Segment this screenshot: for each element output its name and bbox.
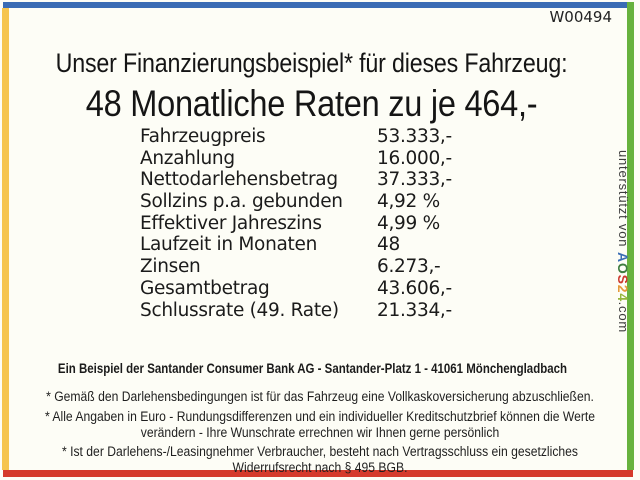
- table-row-label: Anzahlung: [140, 147, 235, 169]
- table-row: Nettodarlehensbetrag 37.333,-: [140, 169, 452, 191]
- reference-code: W00494: [549, 8, 612, 26]
- table-row-label: Fahrzeugpreis: [140, 126, 266, 147]
- footnote: * Alle Angaben in Euro - Rundungsdiffere…: [44, 408, 596, 440]
- table-row-value: 37.333,-: [377, 169, 452, 191]
- table-row: Laufzeit in Monaten 48: [140, 234, 452, 256]
- title-block: Unser Finanzierungsbeispiel* für dieses …: [0, 48, 624, 131]
- logo-letter: A: [615, 251, 631, 263]
- table-row-label: Gesamtbetrag: [140, 277, 270, 299]
- table-row-value: 6.273,-: [377, 256, 441, 278]
- table-row-value: 48: [377, 234, 400, 256]
- finance-table: Fahrzeugpreis 53.333,- Anzahlung 16.000,- Ne…: [140, 126, 452, 321]
- table-row-value: 16.000,-: [377, 147, 452, 169]
- table-row: Schlussrate (49. Rate) 21.334,-: [140, 300, 452, 322]
- table-row-value: 43.606,-: [377, 277, 452, 299]
- table-row-label: Laufzeit in Monaten: [140, 234, 317, 256]
- page-title: Unser Finanzierungsbeispiel* für dieses …: [56, 48, 568, 78]
- table-row-label: Sollzins p.a. gebunden: [140, 191, 343, 213]
- logo-letter: O: [615, 262, 631, 275]
- frame-top-bar: [3, 2, 633, 8]
- frame-right-bar: [627, 2, 634, 470]
- table-row: Effektiver Jahreszins 4,99 %: [140, 213, 452, 235]
- table-row: Sollzins p.a. gebunden 4,92 %: [140, 191, 452, 213]
- table-row: Fahrzeugpreis 53.333,-: [140, 126, 452, 148]
- table-row: Anzahlung 16.000,-: [140, 148, 452, 170]
- table-row: Gesamtbetrag 43.606,-: [140, 278, 452, 300]
- watermark-prefix: unterstützt von: [616, 150, 631, 252]
- table-row-value: 53.333,-: [377, 126, 452, 147]
- table-row: Zinsen 6.273,-: [140, 256, 452, 278]
- watermark-vertical: unterstützt von AOS24.com: [615, 150, 631, 333]
- table-row-value: 4,99 %: [377, 212, 440, 234]
- logo-letter: S: [615, 274, 631, 285]
- bank-line: Ein Beispiel der Santander Consumer Bank…: [0, 360, 624, 378]
- watermark-suffix: .com: [616, 301, 631, 334]
- frame-bottom-bar: [3, 470, 633, 477]
- table-row-value: 4,92 %: [377, 191, 440, 213]
- footnote: * Ist der Darlehens-/Leasingnehmer Verbr…: [61, 444, 578, 476]
- table-row-value: 21.334,-: [377, 299, 452, 321]
- frame-left-bar: [2, 8, 9, 470]
- table-row-label: Schlussrate (49. Rate): [140, 299, 339, 321]
- logo-letter: 2: [615, 284, 631, 294]
- table-row-label: Effektiver Jahreszins: [140, 212, 322, 234]
- table-row-label: Nettodarlehensbetrag: [140, 169, 338, 191]
- footnotes: * Gemäß den Darlehensbedingungen ist für…: [25, 389, 615, 480]
- footnote: * Gemäß den Darlehensbedingungen ist für…: [46, 389, 594, 404]
- aos24-logo: AOS24: [615, 251, 631, 302]
- table-row-label: Zinsen: [140, 256, 201, 278]
- logo-letter: 4: [615, 293, 631, 302]
- bank-disclaimer: Ein Beispiel der Santander Consumer Bank…: [57, 361, 567, 376]
- monthly-rate-headline: 48 Monatliche Raten zu je 464,-: [86, 83, 538, 124]
